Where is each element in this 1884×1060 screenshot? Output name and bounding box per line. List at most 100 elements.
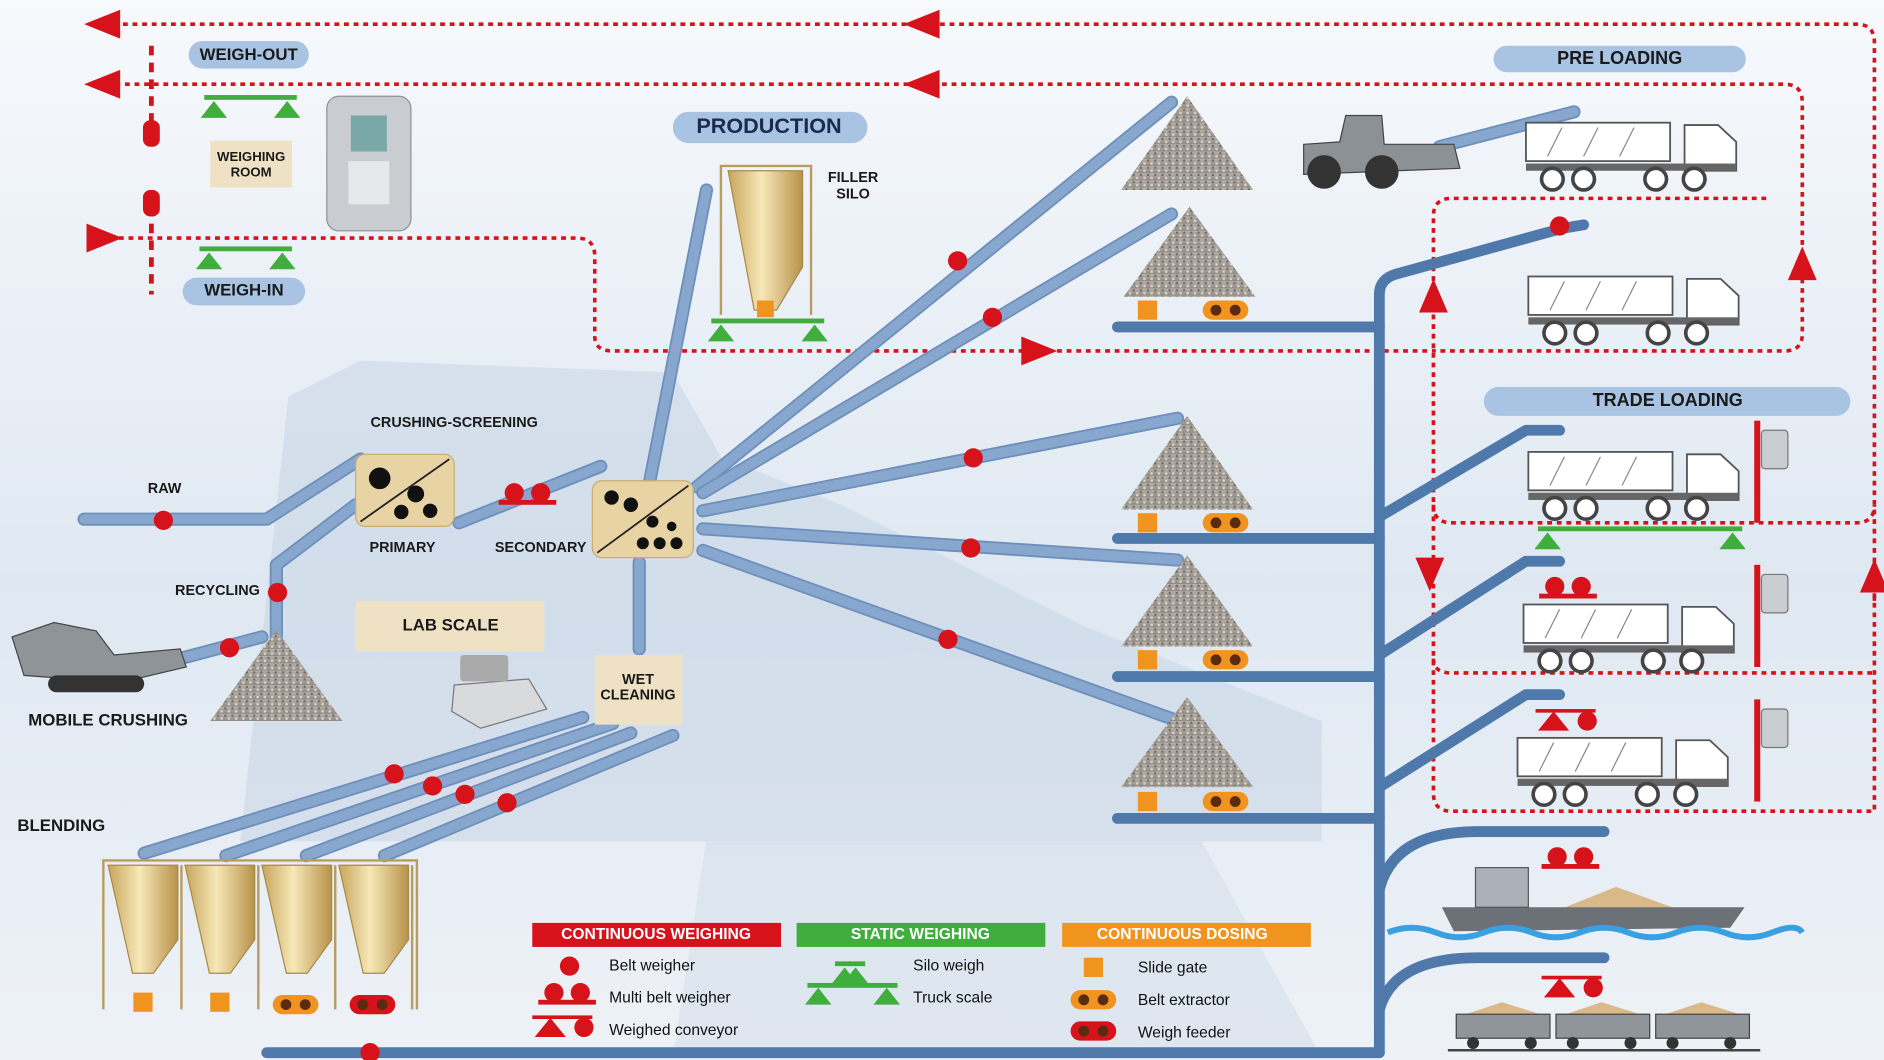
truck-wheel [1681, 650, 1703, 672]
truck-wheel [1544, 498, 1566, 520]
loading-terminal [1761, 430, 1787, 468]
truck-wheel [1686, 498, 1708, 520]
crushing-screening-label: CRUSHING-SCREENING [371, 415, 538, 431]
belt-weigher [964, 448, 983, 467]
loading-terminal [1761, 709, 1787, 747]
belt-weigher [1572, 577, 1591, 596]
terminal-panel [348, 161, 389, 204]
wagon-wheel [1567, 1037, 1579, 1049]
lab-scale-label: LAB SCALE [402, 616, 498, 635]
truck-wheel [1647, 322, 1669, 344]
loading-post [1754, 699, 1760, 801]
roller [377, 999, 388, 1010]
belt-weigher [384, 764, 403, 783]
truck-wheel [1683, 168, 1705, 190]
belt-weigher [1550, 216, 1569, 235]
pre-loading-label: PRE LOADING [1557, 48, 1682, 68]
wet-cleaning-label: CLEANING [600, 688, 675, 704]
production-label: PRODUCTION [696, 113, 841, 138]
roller [1211, 305, 1222, 316]
belt-weigher [948, 251, 967, 270]
loading-terminal [1761, 574, 1787, 612]
weigher-bar [499, 500, 557, 505]
wagon-wheel [1624, 1037, 1636, 1049]
rail-wagon [1556, 1014, 1650, 1038]
roller [1211, 796, 1222, 807]
roller [1098, 1026, 1109, 1037]
weighing-room-label: ROOM [231, 165, 272, 180]
legend-item: Slide gate [1138, 960, 1207, 977]
legend-item: Belt extractor [1138, 992, 1230, 1009]
process-diagram: WEIGH-OUT WEIGH-IN WEIGHING ROOM PRODUCT… [0, 0, 1884, 1060]
belt-weigher [1545, 577, 1564, 596]
weigher-bar [532, 1015, 592, 1019]
roller [300, 999, 311, 1010]
belt-weigher [497, 793, 516, 812]
slide-gate [210, 993, 229, 1012]
slide-gate [1084, 958, 1103, 977]
belt-extractor [1203, 792, 1249, 811]
crusher-stone [423, 504, 437, 518]
truck-wheel [1575, 322, 1597, 344]
truck-wheel [1533, 784, 1555, 806]
belt-weigher [574, 1018, 593, 1037]
blending-label: BLENDING [17, 816, 105, 835]
legend-item: Weigh feeder [1138, 1025, 1231, 1042]
filler-silo-label: FILLER [828, 170, 879, 186]
truck-scale [835, 961, 865, 966]
belt-weigher [983, 308, 1002, 327]
slide-gate [1138, 301, 1157, 320]
weigh-out-label: WEIGH-OUT [200, 45, 299, 64]
truck-wheel [1636, 784, 1658, 806]
loader-wheel [1365, 155, 1399, 189]
wagon-wheel [1467, 1037, 1479, 1049]
legend-item: Belt weigher [609, 957, 695, 974]
roller [1230, 796, 1241, 807]
truck-wheel [1675, 784, 1697, 806]
crusher-stone [637, 537, 649, 549]
legend-item: Silo weigh [913, 957, 984, 974]
crusher-stone [624, 498, 638, 512]
crusher-stone [670, 537, 682, 549]
belt-weigher [571, 983, 590, 1002]
crusher-stone [394, 505, 408, 519]
belt-weigher [938, 630, 957, 649]
belt-extractor [1071, 1021, 1117, 1040]
truck-wheel [1542, 168, 1564, 190]
truck-wheel [1686, 322, 1708, 344]
truck-scale [1538, 526, 1742, 531]
wagon-wheel [1724, 1037, 1736, 1049]
belt-weigher [531, 483, 550, 502]
belt-weigher [220, 638, 239, 657]
legend-title: CONTINUOUS WEIGHING [561, 926, 751, 943]
legend-item: Weighed conveyor [609, 1022, 738, 1039]
truck-wheel [1544, 322, 1566, 344]
weigher-bar [538, 1000, 596, 1005]
slide-gate [1138, 792, 1157, 811]
belt-weigher [1574, 847, 1593, 866]
loader-wheel [1307, 155, 1341, 189]
lab-scale-pan [460, 655, 508, 681]
slide-gate [133, 993, 152, 1012]
truck-scale [711, 319, 824, 324]
truck-wheel [1647, 498, 1669, 520]
truck-scale [807, 983, 897, 988]
truck-wheel [1575, 498, 1597, 520]
crusher-stone [654, 537, 666, 549]
weigher-bar [1539, 594, 1597, 599]
weigher-bar [1542, 976, 1602, 980]
crusher-stone [369, 468, 391, 490]
belt-extractor [1071, 990, 1117, 1009]
slide-gate [1138, 513, 1157, 532]
legend-title: STATIC WEIGHING [851, 926, 990, 943]
roller [1211, 517, 1222, 528]
belt-weigher [1548, 847, 1567, 866]
recycling-label: RECYCLING [175, 583, 260, 599]
rail-wagon [1656, 1014, 1750, 1038]
roller [1230, 305, 1241, 316]
roller [1098, 994, 1109, 1005]
truck-wheel [1539, 650, 1561, 672]
truck-wheel [1645, 168, 1667, 190]
wagon-wheel [1525, 1037, 1537, 1049]
slide-gate [757, 301, 774, 318]
